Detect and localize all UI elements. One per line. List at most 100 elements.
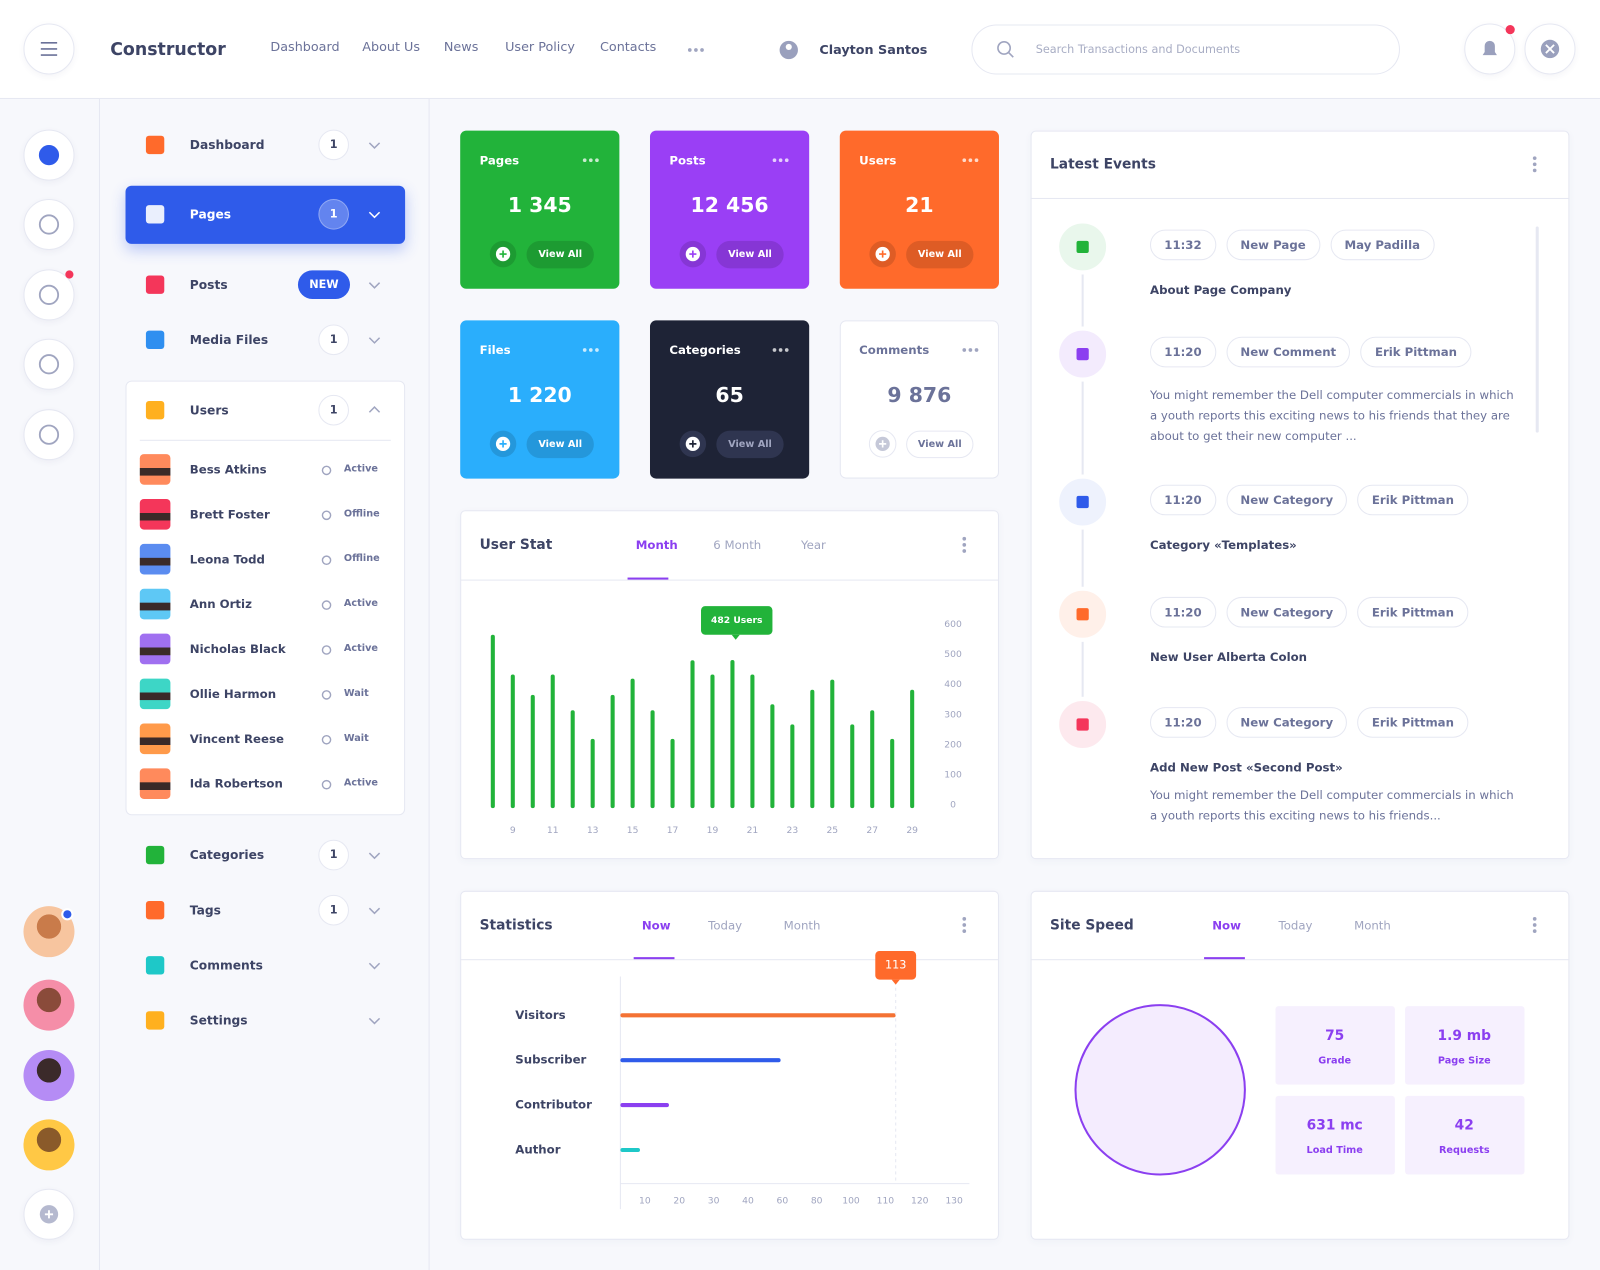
view-all-button[interactable]: View All xyxy=(906,240,974,269)
stat-card[interactable] xyxy=(839,130,999,289)
card-value: 65 xyxy=(715,382,744,408)
menu-badge: 1 xyxy=(318,129,349,161)
card-title: Categories xyxy=(669,342,741,358)
metric-value: 75 xyxy=(1325,1027,1345,1044)
active-menu-item[interactable] xyxy=(125,185,406,244)
event-tag[interactable]: 11:20 xyxy=(1149,336,1216,368)
view-all-button[interactable]: View All xyxy=(716,430,784,459)
event-tag[interactable]: New Category xyxy=(1226,484,1348,516)
event-tag[interactable]: 11:20 xyxy=(1149,707,1216,738)
chevron xyxy=(368,852,381,860)
event-tag[interactable]: New Page xyxy=(1226,229,1320,261)
event-text: New User Alberta Colon xyxy=(1149,649,1308,665)
chevron xyxy=(368,962,381,970)
chevron xyxy=(368,282,381,289)
speed-unit: mc xyxy=(1151,1103,1170,1117)
tab[interactable]: Month xyxy=(1354,917,1391,933)
event-tag[interactable]: Erik Pittman xyxy=(1357,707,1469,738)
avatar[interactable] xyxy=(23,979,75,1031)
stat-card[interactable] xyxy=(649,130,810,289)
icon-button[interactable] xyxy=(23,338,75,390)
icon-button[interactable] xyxy=(23,198,75,250)
event-tag[interactable]: 11:32 xyxy=(1149,229,1216,261)
user-name[interactable]: Ann Ortiz xyxy=(189,596,252,612)
search-box[interactable] xyxy=(971,24,1400,75)
event-tag[interactable]: New Category xyxy=(1226,596,1348,628)
view-all-button[interactable]: View All xyxy=(526,240,594,269)
search-placeholder: Search Transactions and Documents xyxy=(1035,42,1241,57)
avatar[interactable] xyxy=(23,1049,75,1102)
user-status: Wait xyxy=(343,732,369,744)
event-description: You might remember the Dell computer com… xyxy=(1149,787,1514,823)
tab[interactable]: Now xyxy=(641,917,671,933)
nav-link[interactable]: User Policy xyxy=(505,38,575,55)
metric-value: 1.9 mb xyxy=(1437,1027,1491,1044)
event-tag[interactable]: 11:20 xyxy=(1149,484,1216,516)
icon-button[interactable] xyxy=(23,269,75,321)
menu-label[interactable]: Media Files xyxy=(189,332,269,347)
event-tag[interactable]: Erik Pittman xyxy=(1357,484,1469,516)
user-avatar xyxy=(139,543,171,575)
event-tag[interactable]: Erik Pittman xyxy=(1360,336,1472,368)
tab[interactable]: 6 Month xyxy=(713,537,762,553)
icon-button[interactable] xyxy=(1464,23,1516,75)
menu-label[interactable]: Posts xyxy=(189,277,228,292)
menu-label[interactable]: Settings xyxy=(189,1013,248,1028)
metric-tile xyxy=(1405,1095,1525,1175)
icon-button[interactable] xyxy=(1524,23,1576,75)
menu-label[interactable]: Users xyxy=(189,403,229,418)
stat-card[interactable] xyxy=(460,320,620,479)
tab-underline xyxy=(633,957,675,960)
menu-label[interactable]: Dashboard xyxy=(189,137,265,153)
event-tag[interactable]: May Padilla xyxy=(1330,229,1435,261)
card-value: 12 456 xyxy=(690,192,769,218)
tab[interactable]: Today xyxy=(708,917,743,933)
icon-button[interactable] xyxy=(23,23,75,75)
nav-link[interactable]: Dashboard xyxy=(270,38,340,55)
view-all-button[interactable]: View All xyxy=(716,240,784,269)
user-name[interactable]: Ollie Harmon xyxy=(189,686,277,702)
icon-button[interactable] xyxy=(23,129,75,181)
user-status: Active xyxy=(343,777,378,789)
user-name[interactable]: Clayton Santos xyxy=(819,41,928,58)
user-name[interactable]: Vincent Reese xyxy=(189,731,284,746)
view-all-button[interactable]: View All xyxy=(526,430,594,459)
avatar[interactable] xyxy=(23,906,75,958)
nav-link[interactable]: News xyxy=(443,38,479,55)
event-tag[interactable]: New Comment xyxy=(1226,336,1351,368)
user-name[interactable]: Bess Atkins xyxy=(189,462,267,477)
user-status: Offline xyxy=(343,508,380,520)
menu-label[interactable]: Tags xyxy=(189,903,221,918)
menu-badge: 1 xyxy=(318,394,349,426)
tab[interactable]: Month xyxy=(783,917,821,933)
event-tag[interactable]: New Category xyxy=(1226,707,1348,738)
icon-button[interactable] xyxy=(23,409,75,461)
menu-icon xyxy=(145,901,165,920)
avatar[interactable] xyxy=(23,1119,75,1171)
event-tag[interactable]: Erik Pittman xyxy=(1357,596,1469,628)
menu-label[interactable]: Comments xyxy=(189,958,263,973)
card-title: Pages xyxy=(479,153,520,168)
user-name[interactable]: Leona Todd xyxy=(189,552,265,567)
left-rail-divider xyxy=(98,98,100,1270)
user-name[interactable]: Ida Robertson xyxy=(189,776,283,791)
menu-label[interactable]: Categories xyxy=(189,847,265,863)
tab[interactable]: Month xyxy=(635,537,678,553)
panel-title: User Stat xyxy=(479,536,553,554)
tab[interactable]: Year xyxy=(801,537,826,553)
icon-button[interactable] xyxy=(23,1188,75,1240)
stat-card[interactable] xyxy=(460,130,620,289)
user-name[interactable]: Nicholas Black xyxy=(189,641,286,657)
nav-link[interactable]: Contacts xyxy=(599,38,657,55)
user-name[interactable]: Brett Foster xyxy=(189,507,270,522)
event-tag[interactable]: 11:20 xyxy=(1149,596,1216,628)
menu-label[interactable]: Pages xyxy=(189,207,232,222)
tab[interactable]: Now xyxy=(1212,917,1241,933)
event-tags: 11:20 New Category Erik Pittman xyxy=(1149,707,1469,738)
view-all-button[interactable]: View All xyxy=(906,430,974,459)
metric-tile xyxy=(1405,1006,1525,1085)
event-description: You might remember the Dell computer com… xyxy=(1149,387,1514,443)
nav-link[interactable]: About Us xyxy=(362,38,420,55)
tab[interactable]: Today xyxy=(1278,917,1313,933)
